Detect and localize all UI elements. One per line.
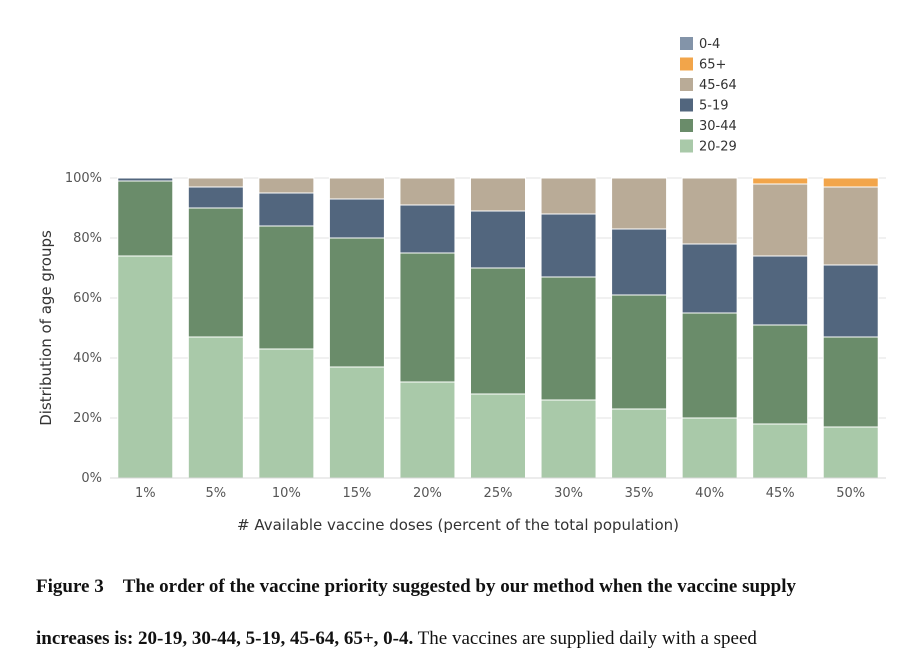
x-tick-label: 1% <box>135 486 156 501</box>
legend-swatch-20-29 <box>680 139 693 153</box>
bar-segment-20-29 <box>258 348 315 479</box>
bar-segment-45-64 <box>611 177 668 230</box>
bar-segment-20-29 <box>540 399 597 479</box>
legend-label: 0-4 <box>699 37 720 52</box>
bar-segment-20-29 <box>399 381 456 479</box>
bar-segment-5-19 <box>681 243 738 314</box>
caption-plain-text-2: The vaccines are supplied daily with a s… <box>417 628 757 649</box>
legend-label: 65+ <box>699 58 726 73</box>
bar-segment-65+ <box>752 177 809 185</box>
bar-segment-45-64 <box>470 177 526 212</box>
bar-segment-45-64 <box>752 183 809 257</box>
figure-caption-line-2: increases is: 20-19, 30-44, 5-19, 45-64,… <box>36 628 896 650</box>
legend-swatch-45-64 <box>680 78 693 91</box>
bar-segment-45-64 <box>822 186 879 266</box>
x-tick-label: 15% <box>342 486 371 501</box>
bar-segment-5-19 <box>752 255 809 326</box>
bar-segment-45-64 <box>399 177 456 206</box>
x-tick-label: 35% <box>625 486 654 501</box>
bar-segment-30-44 <box>399 252 456 383</box>
bar-segment-30-44 <box>258 225 315 350</box>
legend-swatch-30-44 <box>680 119 693 132</box>
bar-segment-5-19 <box>540 213 597 278</box>
bar-segment-45-64 <box>258 177 315 194</box>
y-tick-label: 0% <box>81 471 102 486</box>
bar-segment-30-44 <box>540 276 597 401</box>
bar-segment-65+ <box>822 177 879 188</box>
x-tick-label: 10% <box>272 486 301 501</box>
bar-segment-30-44 <box>752 324 809 425</box>
bar-segment-20-29 <box>822 426 879 479</box>
bar-segment-5-19 <box>328 198 385 239</box>
legend-swatch-65+ <box>680 57 693 71</box>
bar-segment-30-44 <box>822 336 879 428</box>
bar-segment-5-19 <box>258 192 315 227</box>
bar-segment-20-29 <box>681 417 738 479</box>
legend-swatch-5-19 <box>680 98 693 112</box>
caption-bold-text-1: The order of the vaccine priority sugges… <box>122 576 796 597</box>
bar-segment-20-29 <box>187 336 244 479</box>
bar-segment-30-44 <box>611 294 668 410</box>
bar-segment-30-44 <box>681 312 738 419</box>
legend-label: 30-44 <box>699 119 737 134</box>
x-tick-label: 45% <box>766 486 795 501</box>
bar-segment-20-29 <box>117 255 174 479</box>
bar-segment-45-64 <box>187 177 244 188</box>
bar-segment-5-19 <box>822 264 879 338</box>
legend-label: 45-64 <box>699 78 737 93</box>
bar-segment-5-19 <box>399 204 456 254</box>
bar-segment-30-44 <box>470 267 526 395</box>
bar-segment-5-19 <box>611 228 668 296</box>
y-tick-label: 20% <box>73 411 102 426</box>
x-tick-label: 5% <box>206 486 227 501</box>
y-tick-label: 60% <box>73 291 102 306</box>
bar-segment-30-44 <box>117 180 174 257</box>
bar-segment-30-44 <box>187 207 244 338</box>
bar-segment-30-44 <box>328 237 385 368</box>
y-tick-label: 100% <box>65 171 102 186</box>
bar-segment-45-64 <box>681 177 738 245</box>
caption-bold-text-2: increases is: 20-19, 30-44, 5-19, 45-64,… <box>36 628 414 649</box>
legend-label: 20-29 <box>699 140 737 155</box>
legend-swatch-0-4 <box>680 37 693 50</box>
bar-segment-5-19 <box>187 186 244 209</box>
stacked-bar-chart: 0% 20% 40% 60% 80% 100% 1% 5% 10% 15% 20% 25% 30% 35%… <box>37 37 886 534</box>
x-axis-title: # Available vaccine doses (percent of th… <box>237 516 679 534</box>
figure-label: Figure 3 <box>36 576 104 597</box>
x-tick-label: 25% <box>484 486 513 501</box>
y-axis-title: Distribution of age groups <box>37 230 55 426</box>
x-tick-label: 30% <box>554 486 583 501</box>
figure-caption-line-1: Figure 3 The order of the vaccine priori… <box>36 576 896 598</box>
bar-segment-20-29 <box>328 366 385 479</box>
x-tick-label: 40% <box>695 486 724 501</box>
bar-segment-5-19 <box>470 210 526 269</box>
y-tick-label: 80% <box>73 231 102 246</box>
y-tick-label: 40% <box>73 351 102 366</box>
x-tick-label: 50% <box>836 486 865 501</box>
bar-segment-20-29 <box>611 408 668 479</box>
bar-segment-45-64 <box>540 177 597 215</box>
bar-segment-20-29 <box>752 423 809 479</box>
x-tick-label: 20% <box>413 486 442 501</box>
bar-segment-20-29 <box>470 393 526 479</box>
bar-segment-5-19 <box>117 177 174 182</box>
bar-segment-45-64 <box>328 177 385 200</box>
legend-label: 5-19 <box>699 99 729 114</box>
